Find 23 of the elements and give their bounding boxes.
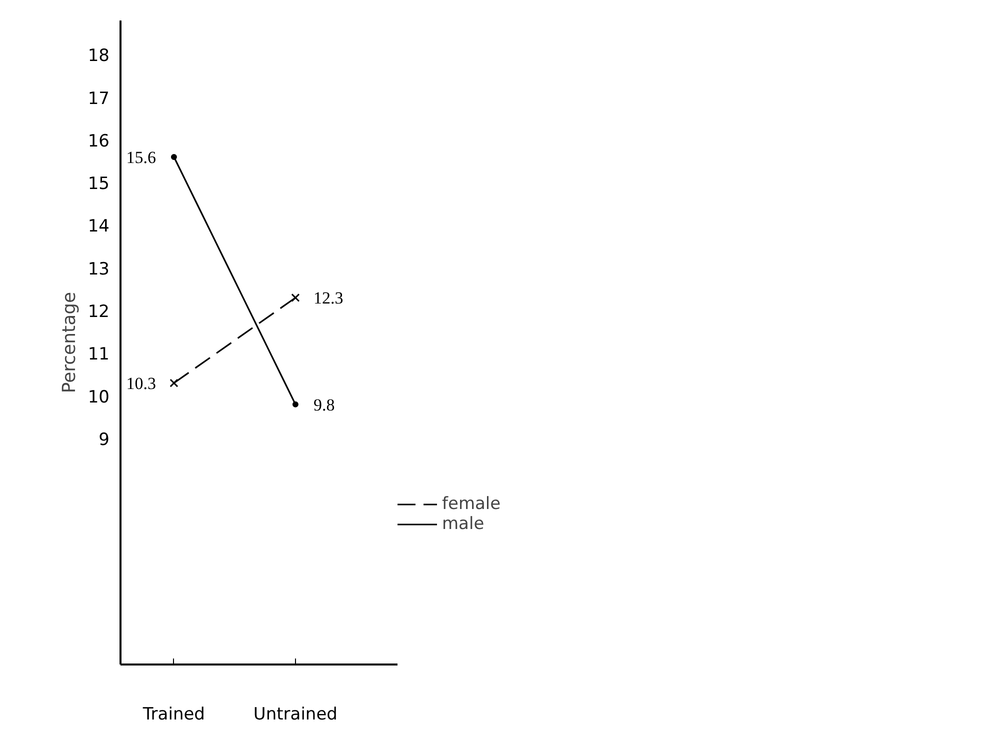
point xyxy=(292,401,298,408)
y-tick-label: 14 xyxy=(88,216,110,237)
y-tick-label: 15 xyxy=(88,174,110,194)
data-label: 10.3 xyxy=(126,374,156,394)
legend-label: female xyxy=(442,494,501,514)
y-tick-label: 12 xyxy=(88,302,110,322)
y-tick-label: 17 xyxy=(88,88,110,109)
point xyxy=(170,154,177,160)
x-tick-label: Trained xyxy=(142,704,205,724)
data-label: 9.8 xyxy=(313,395,335,414)
x-tick-label: Untrained xyxy=(253,704,338,724)
y-tick-label: 18 xyxy=(88,46,110,66)
legend-label: male xyxy=(442,514,484,534)
data-label: 12.3 xyxy=(313,288,344,308)
point xyxy=(291,293,300,302)
data-label: 15.6 xyxy=(126,148,156,167)
y-tick-label: 16 xyxy=(88,131,110,152)
y-tick-label: 13 xyxy=(88,259,110,280)
y-tick-label: 9 xyxy=(98,430,110,450)
y-tick-label: 10 xyxy=(88,387,110,408)
y-axis-title: Percentage xyxy=(58,292,80,394)
point xyxy=(170,378,178,388)
y-tick-label: 11 xyxy=(88,344,110,365)
